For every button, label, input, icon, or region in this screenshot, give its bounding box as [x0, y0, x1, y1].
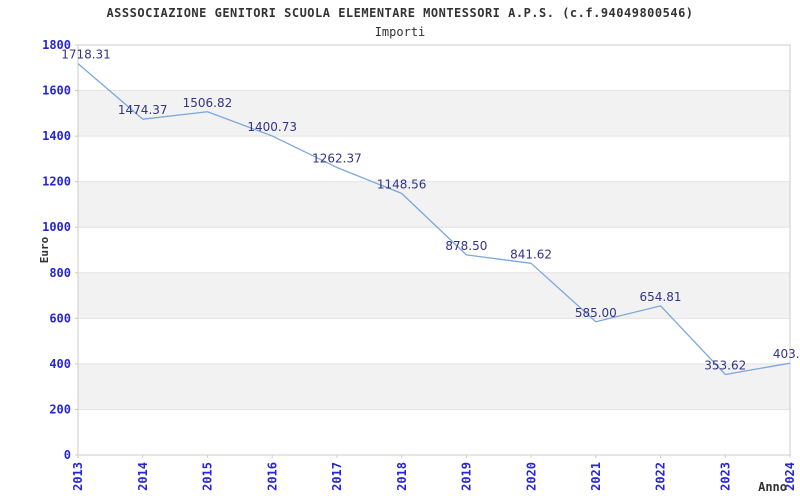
- x-tick-label: 2016: [265, 462, 279, 491]
- x-tick-label: 2013: [71, 462, 85, 491]
- y-tick-label: 1200: [42, 175, 71, 189]
- series-line: [77, 63, 791, 376]
- x-tick-label: 2015: [201, 462, 215, 491]
- y-tick-label: 1400: [42, 129, 71, 143]
- data-point-label: 585.00: [575, 306, 617, 320]
- x-tick-label: 2022: [654, 462, 668, 491]
- x-tick-label: 2023: [718, 462, 732, 491]
- chart-title: ASSSOCIAZIONE GENITORI SCUOLA ELEMENTARE…: [106, 6, 694, 20]
- x-tick-label: 2021: [589, 462, 603, 491]
- x-tick-label: 2020: [524, 462, 538, 491]
- plot-band: [78, 272, 790, 319]
- y-tick-label: 200: [49, 402, 71, 416]
- data-point-label: 353.62: [704, 358, 746, 372]
- x-tick-label: 2019: [460, 462, 474, 491]
- data-point-label: 1262.37: [312, 151, 362, 165]
- data-point-label: 1718.31: [61, 48, 111, 62]
- y-tick-label: 600: [49, 311, 71, 325]
- x-tick-label: 2017: [330, 462, 344, 491]
- data-point-label: 1506.82: [183, 96, 233, 110]
- x-tick-label: 2024: [783, 462, 797, 491]
- x-tick-label: 2018: [395, 462, 409, 491]
- y-tick-label: 400: [49, 357, 71, 371]
- data-point-label: 654.81: [640, 290, 682, 304]
- data-point-label: 1400.73: [247, 120, 297, 134]
- chart-subtitle: Importi: [374, 25, 426, 39]
- data-point-label: 1148.56: [377, 177, 427, 191]
- plot-border: [77, 44, 791, 456]
- x-axis-label: Anno: [758, 480, 787, 494]
- y-tick-label: 1000: [42, 220, 71, 234]
- y-tick-label: 800: [49, 266, 71, 280]
- y-tick-label: 0: [64, 448, 71, 462]
- plot-band: [78, 363, 790, 410]
- y-tick-label: 1600: [42, 84, 71, 98]
- y-axis-label: Euro: [38, 236, 51, 263]
- data-point-label: 841.62: [510, 247, 552, 261]
- y-tick-label: 1800: [42, 38, 71, 52]
- plot-band: [78, 181, 790, 228]
- data-point-label: 1474.37: [118, 103, 168, 117]
- x-tick-label: 2014: [136, 462, 150, 491]
- data-point-label: 878.50: [445, 239, 487, 253]
- data-point-label: 403.1: [773, 347, 800, 361]
